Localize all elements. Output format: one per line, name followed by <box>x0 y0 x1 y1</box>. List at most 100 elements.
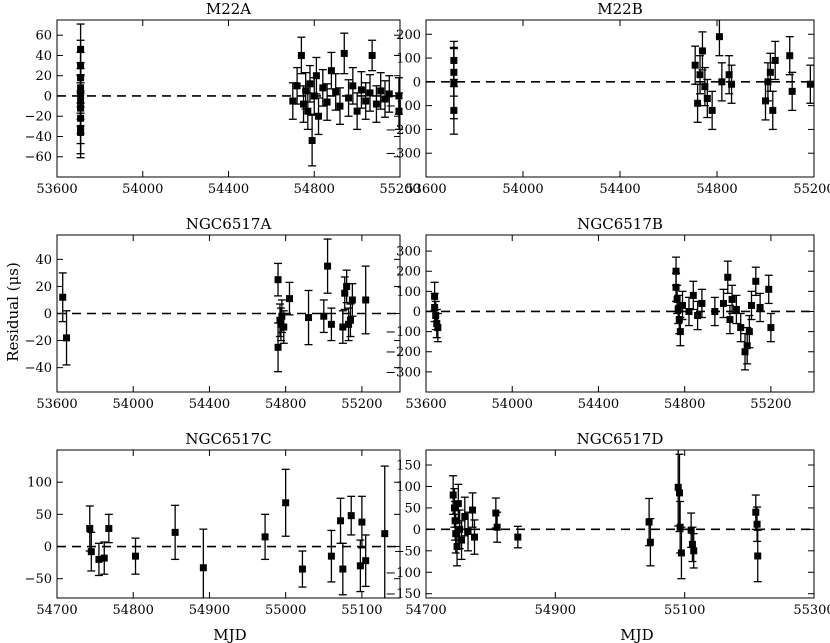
data-point <box>335 87 344 125</box>
data-point <box>725 304 734 335</box>
point-marker <box>345 320 353 328</box>
point-marker <box>764 78 772 86</box>
point-marker <box>339 323 347 331</box>
y-tick-label: −20 <box>25 110 52 125</box>
data-point <box>346 303 355 338</box>
x-tick-label: 55200 <box>341 397 382 412</box>
x-tick-label: 54000 <box>502 182 543 197</box>
x-axis-label-right: MJD <box>620 626 653 643</box>
data-point <box>62 310 71 366</box>
x-tick-label: 54400 <box>208 182 249 197</box>
point-marker <box>319 84 327 92</box>
data-point <box>645 497 654 547</box>
point-marker <box>327 320 335 328</box>
data-point <box>380 80 389 118</box>
y-tick-label: −200 <box>385 123 421 138</box>
x-tick-label: 54000 <box>492 397 533 412</box>
data-point <box>171 504 180 561</box>
data-point <box>331 73 340 111</box>
point-marker <box>752 277 760 285</box>
panel-5: NGC6517D 54700 54900 55100 55300 −150 −100 −50 0… <box>385 430 830 618</box>
point-marker <box>765 285 773 293</box>
x-tick-label: 55100 <box>664 603 705 618</box>
y-tick-label: 0 <box>44 540 52 555</box>
data-point <box>385 75 394 113</box>
y-tick-label: 0 <box>44 307 52 322</box>
point-marker <box>310 92 318 100</box>
data-point <box>684 296 693 327</box>
data-point <box>433 312 442 343</box>
data-point <box>732 294 741 325</box>
point-marker <box>676 328 684 336</box>
point-marker <box>756 303 764 311</box>
data-point <box>94 542 103 577</box>
point-marker <box>696 71 704 79</box>
data-point <box>491 497 500 529</box>
point-marker <box>753 520 761 528</box>
y-axis-label: Residual (μs) <box>4 262 22 362</box>
point-marker <box>754 552 762 560</box>
data-point <box>768 90 777 131</box>
data-point <box>728 284 737 315</box>
point-marker <box>469 506 477 514</box>
point-marker <box>77 128 85 136</box>
data-point <box>297 36 306 75</box>
data-point <box>327 307 336 342</box>
panel-2: NGC6517A 53600 54000 54400 54800 55200 −40 −20 0… <box>25 215 401 412</box>
point-marker <box>308 137 316 145</box>
point-marker <box>276 316 284 324</box>
point-marker <box>366 89 374 97</box>
panel-4: NGC6517C 54700 54800 54900 55000 55100 −50 0 50 1… <box>25 430 401 618</box>
point-marker <box>327 552 335 560</box>
data-point <box>470 519 479 555</box>
point-marker <box>349 82 357 90</box>
y-tick-label: −50 <box>25 572 52 587</box>
data-point <box>340 276 349 311</box>
data-point <box>727 64 736 104</box>
data-point <box>361 82 370 120</box>
data-point <box>323 238 332 294</box>
data-point <box>199 528 208 598</box>
point-marker <box>324 262 332 270</box>
x-tick-label: 54800 <box>113 603 154 618</box>
point-marker <box>747 301 755 309</box>
data-point <box>285 281 294 316</box>
data-point <box>58 272 67 323</box>
point-marker <box>345 94 353 102</box>
point-marker <box>687 526 695 534</box>
data-point <box>304 289 313 346</box>
data-point <box>689 533 698 569</box>
x-tick-label: 55000 <box>265 603 306 618</box>
point-marker <box>450 79 458 87</box>
y-tick-label: 300 <box>396 245 421 260</box>
point-marker <box>431 303 439 311</box>
data-point <box>674 450 683 527</box>
point-marker <box>358 518 366 526</box>
point-marker <box>341 289 349 297</box>
data-point <box>323 83 332 121</box>
point-marker <box>305 314 313 322</box>
point-marker <box>132 552 140 560</box>
panel-title: NGC6517D <box>577 430 664 448</box>
data-point <box>319 299 328 334</box>
data-point <box>344 79 353 117</box>
data-point <box>715 20 724 57</box>
point-marker <box>718 78 726 86</box>
plot-frame <box>56 449 401 599</box>
point-marker <box>788 87 796 95</box>
point-marker <box>332 88 340 96</box>
data-point <box>104 513 113 544</box>
y-tick-label: 60 <box>35 29 52 44</box>
point-marker <box>741 348 749 356</box>
point-marker <box>285 295 293 303</box>
data-point <box>361 265 370 335</box>
x-tick-label: 55100 <box>341 603 382 618</box>
data-point <box>279 310 288 344</box>
y-tick-label: −50 <box>394 544 421 559</box>
point-marker <box>806 80 814 88</box>
point-marker <box>274 343 282 351</box>
point-marker <box>293 82 301 90</box>
x-tick-label: 54800 <box>265 397 306 412</box>
data-point <box>376 72 385 110</box>
point-marker <box>675 489 683 497</box>
